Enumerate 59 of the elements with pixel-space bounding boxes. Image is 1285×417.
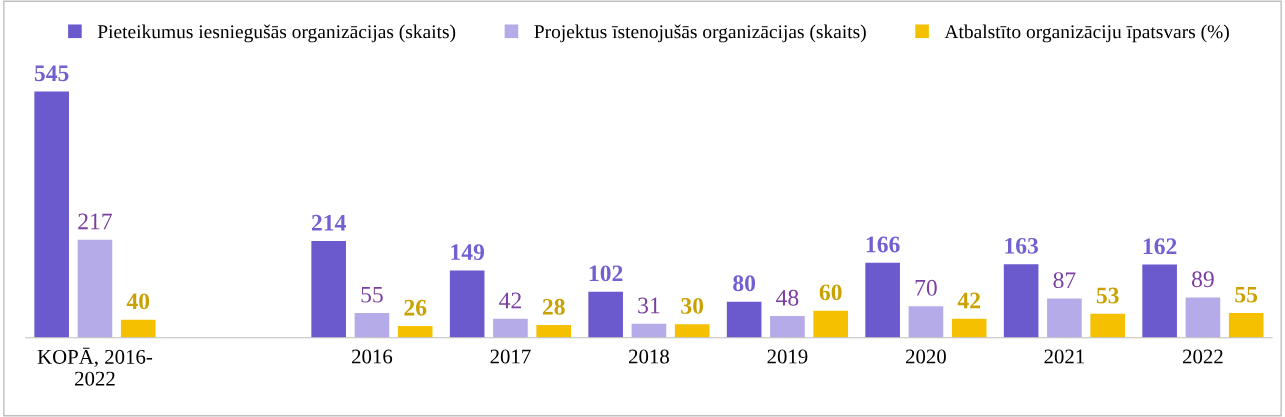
bar [813,310,849,338]
legend-label: Pieteikumus iesniegušās organizācijas (skaits) [97,24,456,43]
bar [1003,264,1039,338]
data-label: 80 [733,275,756,292]
legend-label: Projektus īstenojušās organizācijas (skaits) [534,24,866,43]
bar [1142,264,1177,338]
x-tick-label: 2018 [629,349,669,364]
data-label: 53 [1096,287,1119,304]
bar [951,318,987,338]
bar [588,291,623,338]
data-label: 42 [957,292,980,309]
bar [631,323,667,338]
data-label: 214 [311,214,346,231]
data-label: 48 [776,289,799,306]
data-label: 166 [866,236,900,253]
bar [908,306,944,338]
data-label: 40 [126,293,150,310]
bar [726,301,762,338]
data-label: 60 [819,284,842,301]
legend-label: Atbalstīto organizāciju īpatsvars (%) [944,24,1229,43]
data-label: 26 [404,299,427,316]
data-label: 87 [1053,272,1076,289]
data-label: 102 [589,265,623,282]
bar [397,326,433,338]
data-label: 31 [638,297,660,314]
data-label: 70 [915,279,937,296]
data-label: 163 [1005,237,1039,254]
x-tick-label: KOPĀ, 2016- 2022 [37,347,153,386]
data-label: 162 [1143,238,1177,255]
bar [865,262,900,338]
bar [77,239,113,338]
bar [674,324,710,338]
bar [536,325,572,338]
bar [354,312,390,338]
x-tick-label: 2021 [1044,349,1084,364]
x-tick-label: 2019 [767,349,808,364]
data-label: 28 [542,298,565,315]
data-label: 217 [78,213,112,230]
data-label: 149 [451,244,485,261]
bar [1185,297,1221,338]
bar [34,91,69,338]
x-tick-label: 2017 [490,349,531,364]
bar [1228,312,1264,338]
bar [493,318,528,338]
bar [120,319,156,338]
bar [1090,313,1125,338]
data-label: 55 [1235,286,1258,303]
bar [311,241,346,338]
data-label: 42 [499,292,521,309]
data-label: 30 [681,297,704,314]
data-label: 545 [34,65,69,82]
x-tick-label: 2020 [906,349,946,364]
x-tick-label: 2016 [352,349,393,364]
x-tick-label: 2022 [1182,349,1223,364]
bar [449,270,485,338]
bar [770,316,805,338]
data-label: 55 [361,286,383,303]
data-label: 89 [1192,271,1214,288]
bar [1047,298,1082,338]
